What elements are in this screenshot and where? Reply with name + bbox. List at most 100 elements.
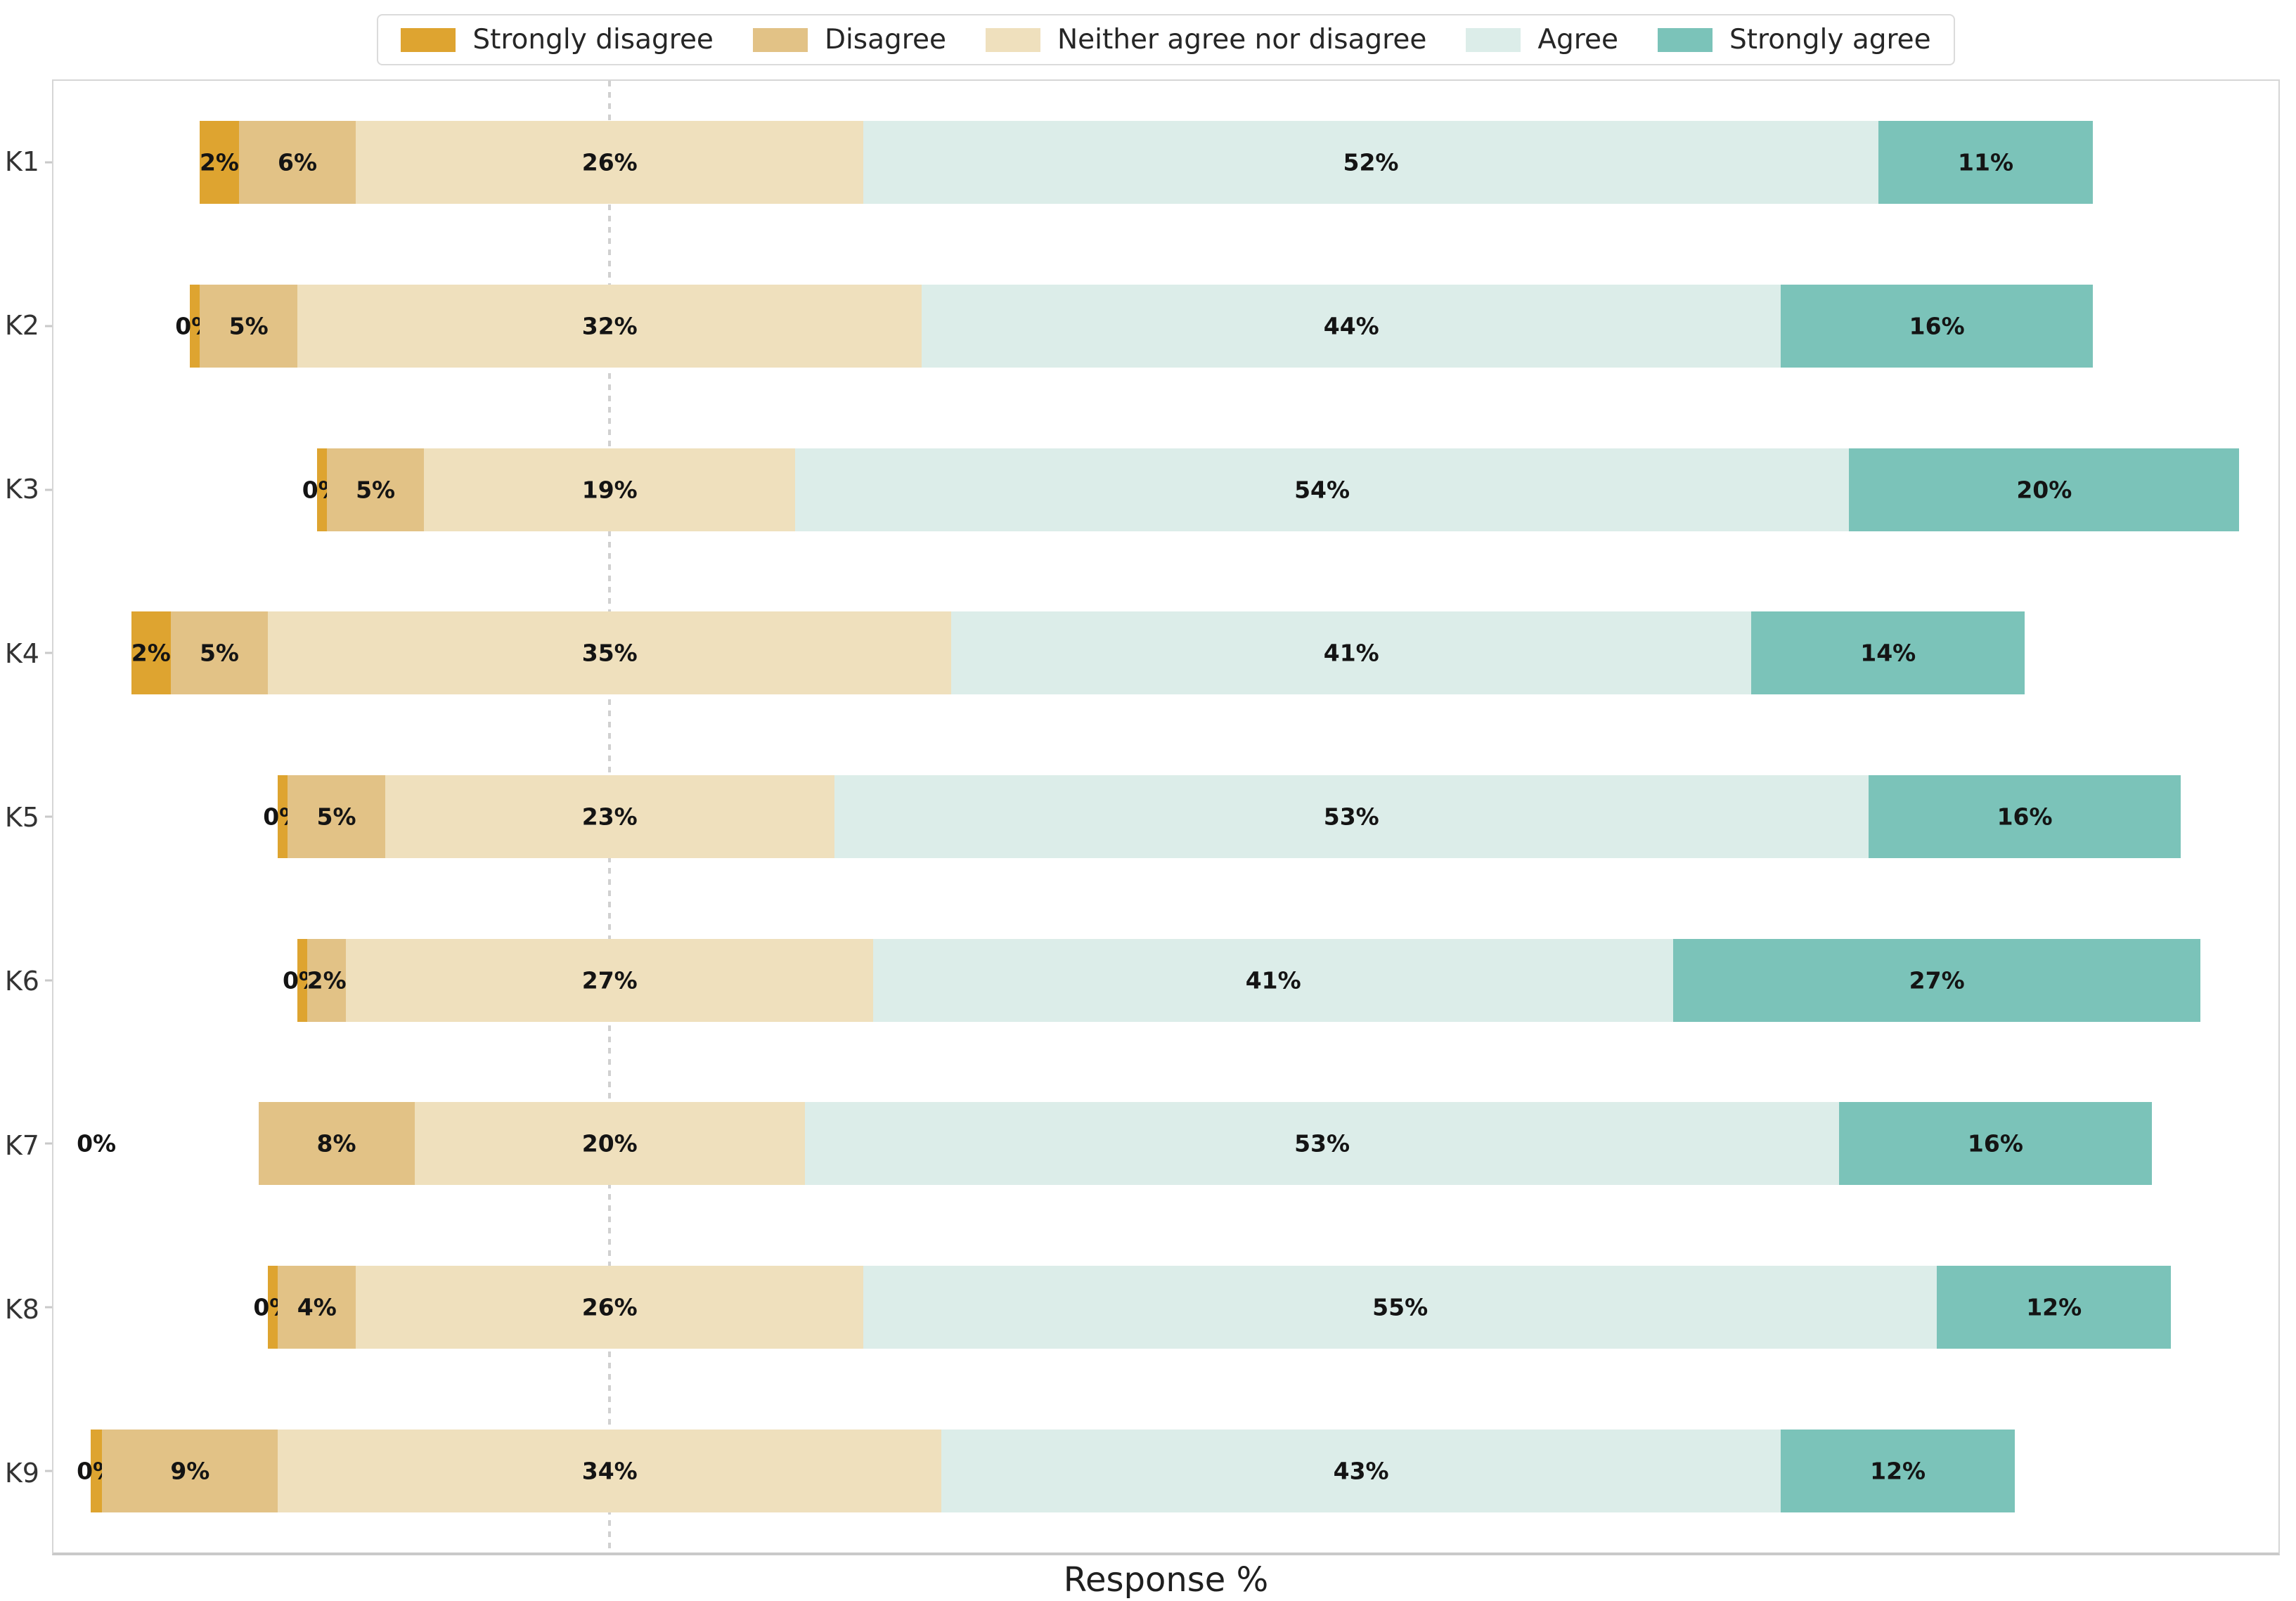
segment-disagree [326, 448, 425, 531]
legend-swatch-neither-agree-nor-disagree [985, 27, 1040, 52]
segment-agree [834, 775, 1869, 858]
segment-neither-agree-nor-disagree [278, 1429, 942, 1512]
y-axis-label-k9: K9 [4, 1458, 39, 1489]
segment-value-label: 9% [170, 1457, 210, 1485]
likert-row-k8: 0% 4% 26% 55% 12% [53, 1226, 2278, 1389]
segment-disagree [238, 121, 356, 205]
segment-value-label: 6% [278, 148, 318, 176]
segment-value-label: 20% [2016, 476, 2072, 504]
segment-neither-agree-nor-disagree [385, 775, 834, 858]
segment-value-label: 11% [1958, 148, 2014, 176]
segment-neither-agree-nor-disagree [424, 448, 795, 531]
y-axis-label-k7: K7 [4, 1129, 39, 1161]
segment-value-label: 20% [581, 1129, 638, 1158]
segment-value-label: 12% [2026, 1293, 2082, 1321]
segment-strongly-agree [1839, 1102, 2152, 1186]
segment-value-label: 41% [1245, 966, 1301, 994]
likert-row-k5: 0% 5% 23% 53% 16% [53, 735, 2278, 899]
segment-agree [941, 1429, 1781, 1512]
segment-value-label: 16% [1967, 1129, 2023, 1158]
segment-value-label: 53% [1323, 803, 1379, 831]
segment-neither-agree-nor-disagree [268, 611, 952, 695]
segment-value-label: 14% [1860, 639, 1916, 667]
plot-area: 2% 6% 26% 52% 11% 0% 5% 32% 44% 16% 0% 5% 19% 54% 20% 2… [45, 79, 2280, 1555]
y-tick-mark [45, 161, 52, 164]
segment-strongly-disagree [297, 938, 307, 1022]
legend-item-strongly-agree: Strongly agree [1657, 24, 1931, 56]
segment-value-label: 2% [131, 639, 171, 667]
segment-value-label: 53% [1294, 1129, 1350, 1158]
segment-value-label: 5% [199, 639, 239, 667]
segment-disagree [307, 938, 347, 1022]
legend-item-disagree: Disagree [752, 24, 946, 56]
segment-disagree [278, 1266, 356, 1349]
legend-swatch-strongly-agree [1657, 27, 1713, 52]
legend-item-strongly-disagree: Strongly disagree [401, 26, 714, 53]
y-tick-mark [45, 652, 52, 654]
segment-strongly-disagree [268, 1266, 278, 1349]
segment-agree [873, 938, 1674, 1022]
segment-strongly-agree [1781, 285, 2094, 368]
segment-strongly-disagree [90, 1429, 103, 1512]
segment-agree [863, 121, 1878, 205]
segment-value-label: 5% [228, 312, 269, 340]
segment-value-label: 32% [581, 312, 638, 340]
legend-swatch-strongly-disagree [401, 27, 456, 52]
segment-agree [951, 611, 1752, 695]
segment-value-label: 23% [581, 803, 638, 831]
segment-value-label: 52% [1343, 148, 1399, 176]
y-axis: K1 K2 K3 K4 K5 K6 K7 K8 K9 [0, 79, 39, 1555]
y-tick-mark [45, 1142, 52, 1145]
y-axis-label-k4: K4 [4, 637, 39, 669]
segment-neither-agree-nor-disagree [356, 121, 864, 205]
likert-row-k1: 2% 6% 26% 52% 11% [53, 81, 2278, 245]
x-axis-label: Response % [1063, 1560, 1269, 1600]
segment-value-label: 54% [1294, 476, 1350, 504]
segment-value-label: 19% [581, 476, 638, 504]
segment-value-label: 4% [297, 1293, 337, 1321]
likert-row-k2: 0% 5% 32% 44% 16% [53, 245, 2278, 408]
legend-label: Disagree [824, 24, 946, 56]
segment-value-label: 2% [199, 148, 239, 176]
segment-value-label: 0% [77, 1129, 117, 1158]
y-tick-mark [45, 979, 52, 982]
segment-neither-agree-nor-disagree [356, 1266, 864, 1349]
legend-label: Strongly agree [1729, 24, 1931, 56]
segment-value-label: 5% [316, 803, 356, 831]
segment-disagree [102, 1429, 278, 1512]
segment-neither-agree-nor-disagree [414, 1102, 805, 1186]
likert-row-k7: 0% 8% 20% 53% 16% [53, 1062, 2278, 1226]
segment-agree [922, 285, 1781, 368]
segment-strongly-agree [1937, 1266, 2172, 1349]
y-axis-label-k1: K1 [4, 145, 39, 177]
segment-value-label: 27% [1909, 966, 1965, 994]
y-axis-label-k6: K6 [4, 966, 39, 997]
y-tick-mark [45, 1306, 52, 1309]
segment-strongly-agree [1673, 938, 2200, 1022]
legend: Strongly disagree Disagree Neither agree n… [52, 14, 2280, 65]
y-tick-mark [45, 488, 52, 491]
y-axis-label-k5: K5 [4, 801, 39, 833]
segment-strongly-agree [1849, 448, 2240, 531]
legend-swatch-agree [1466, 27, 1521, 52]
segment-value-label: 27% [581, 966, 638, 994]
likert-row-k4: 2% 5% 35% 41% 14% [53, 571, 2278, 735]
legend-label: Neither agree nor disagree [1057, 24, 1427, 56]
segment-value-label: 5% [356, 476, 396, 504]
segment-value-label: 35% [581, 639, 638, 667]
segment-value-label: 43% [1333, 1457, 1389, 1485]
segment-value-label: 44% [1323, 312, 1379, 340]
segment-agree [794, 448, 1850, 531]
segment-disagree [200, 285, 298, 368]
segment-strongly-agree [1878, 121, 2094, 205]
segment-strongly-agree [1751, 611, 2025, 695]
segment-neither-agree-nor-disagree [297, 285, 922, 368]
y-axis-label-k2: K2 [4, 309, 39, 341]
y-axis-label-k3: K3 [4, 474, 39, 505]
y-axis-label-k8: K8 [4, 1293, 39, 1325]
segment-value-label: 55% [1372, 1293, 1428, 1321]
likert-row-k6: 0% 2% 27% 41% 27% [53, 898, 2278, 1062]
segment-strongly-disagree [190, 285, 200, 368]
legend-swatch-disagree [752, 27, 808, 52]
